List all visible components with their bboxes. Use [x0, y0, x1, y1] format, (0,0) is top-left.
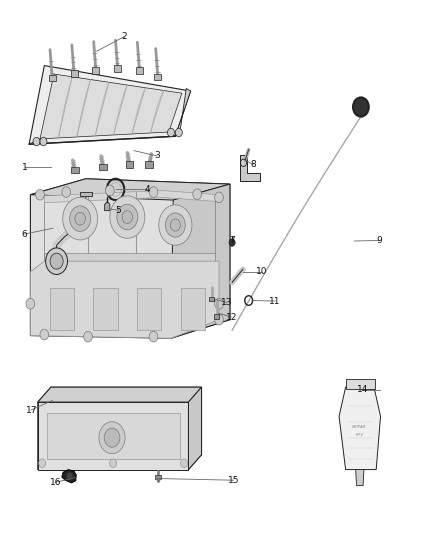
Polygon shape	[44, 253, 215, 261]
Polygon shape	[136, 67, 143, 74]
Circle shape	[99, 422, 125, 454]
Polygon shape	[40, 74, 182, 139]
Circle shape	[110, 459, 117, 467]
Polygon shape	[92, 67, 99, 74]
Text: 3: 3	[154, 151, 160, 160]
Circle shape	[170, 219, 180, 231]
Text: 10: 10	[256, 268, 268, 276]
Circle shape	[149, 187, 158, 197]
Text: 8: 8	[250, 160, 256, 169]
Polygon shape	[71, 70, 78, 77]
Polygon shape	[71, 166, 79, 173]
Circle shape	[159, 205, 192, 245]
Polygon shape	[38, 387, 201, 470]
Circle shape	[167, 128, 174, 137]
Polygon shape	[30, 261, 219, 338]
Circle shape	[40, 329, 49, 340]
Circle shape	[40, 138, 47, 146]
Text: 6: 6	[22, 230, 28, 239]
Text: 16: 16	[49, 478, 61, 487]
Polygon shape	[49, 288, 74, 330]
Text: 1: 1	[22, 163, 28, 172]
Text: 14: 14	[357, 385, 369, 394]
Circle shape	[33, 138, 40, 146]
Polygon shape	[339, 382, 381, 470]
Polygon shape	[46, 413, 180, 459]
Circle shape	[26, 298, 35, 309]
Text: 12: 12	[226, 312, 237, 321]
Circle shape	[39, 459, 46, 467]
Text: 5: 5	[115, 206, 120, 215]
Polygon shape	[49, 75, 56, 82]
Text: 13: 13	[221, 298, 233, 307]
Circle shape	[75, 212, 85, 225]
Circle shape	[215, 192, 223, 203]
Circle shape	[62, 187, 71, 197]
Circle shape	[215, 298, 223, 309]
Polygon shape	[80, 192, 92, 196]
Polygon shape	[175, 88, 191, 136]
Text: RTV: RTV	[356, 433, 364, 437]
Polygon shape	[356, 470, 364, 486]
Text: 11: 11	[269, 296, 281, 305]
Polygon shape	[62, 470, 76, 483]
Circle shape	[117, 204, 138, 230]
Text: 15: 15	[228, 476, 239, 484]
Text: 9: 9	[377, 236, 382, 245]
Text: 7: 7	[229, 237, 235, 246]
Polygon shape	[209, 297, 214, 301]
Polygon shape	[29, 66, 191, 144]
Polygon shape	[137, 288, 161, 330]
Circle shape	[229, 239, 235, 246]
Circle shape	[50, 253, 63, 269]
Polygon shape	[346, 379, 375, 389]
Text: 2: 2	[121, 33, 127, 42]
Polygon shape	[38, 387, 201, 402]
Text: 17: 17	[25, 406, 37, 415]
Circle shape	[215, 314, 223, 325]
Polygon shape	[214, 314, 219, 319]
Circle shape	[149, 332, 158, 342]
Polygon shape	[155, 475, 161, 479]
Text: 4: 4	[145, 185, 151, 194]
Circle shape	[84, 332, 92, 342]
Polygon shape	[240, 155, 260, 181]
Circle shape	[166, 213, 185, 237]
Polygon shape	[145, 161, 153, 167]
Circle shape	[70, 206, 91, 231]
Polygon shape	[171, 184, 230, 338]
Polygon shape	[180, 288, 205, 330]
Polygon shape	[30, 179, 230, 200]
Polygon shape	[154, 74, 161, 80]
Polygon shape	[38, 402, 188, 470]
Circle shape	[357, 102, 365, 112]
Polygon shape	[30, 179, 230, 338]
Polygon shape	[114, 65, 121, 72]
Circle shape	[110, 196, 145, 238]
Polygon shape	[99, 164, 107, 170]
Circle shape	[193, 189, 201, 199]
Circle shape	[180, 459, 187, 467]
Circle shape	[46, 248, 67, 274]
Polygon shape	[126, 161, 134, 167]
Circle shape	[63, 197, 98, 240]
Circle shape	[122, 211, 133, 223]
Polygon shape	[93, 288, 118, 330]
Text: MOPAR: MOPAR	[352, 425, 367, 429]
Circle shape	[35, 189, 44, 200]
Circle shape	[175, 128, 182, 137]
Circle shape	[353, 98, 369, 117]
Circle shape	[104, 428, 120, 447]
Polygon shape	[44, 190, 219, 203]
Polygon shape	[105, 201, 110, 211]
Circle shape	[67, 472, 73, 480]
Polygon shape	[188, 387, 201, 470]
Circle shape	[106, 185, 114, 196]
